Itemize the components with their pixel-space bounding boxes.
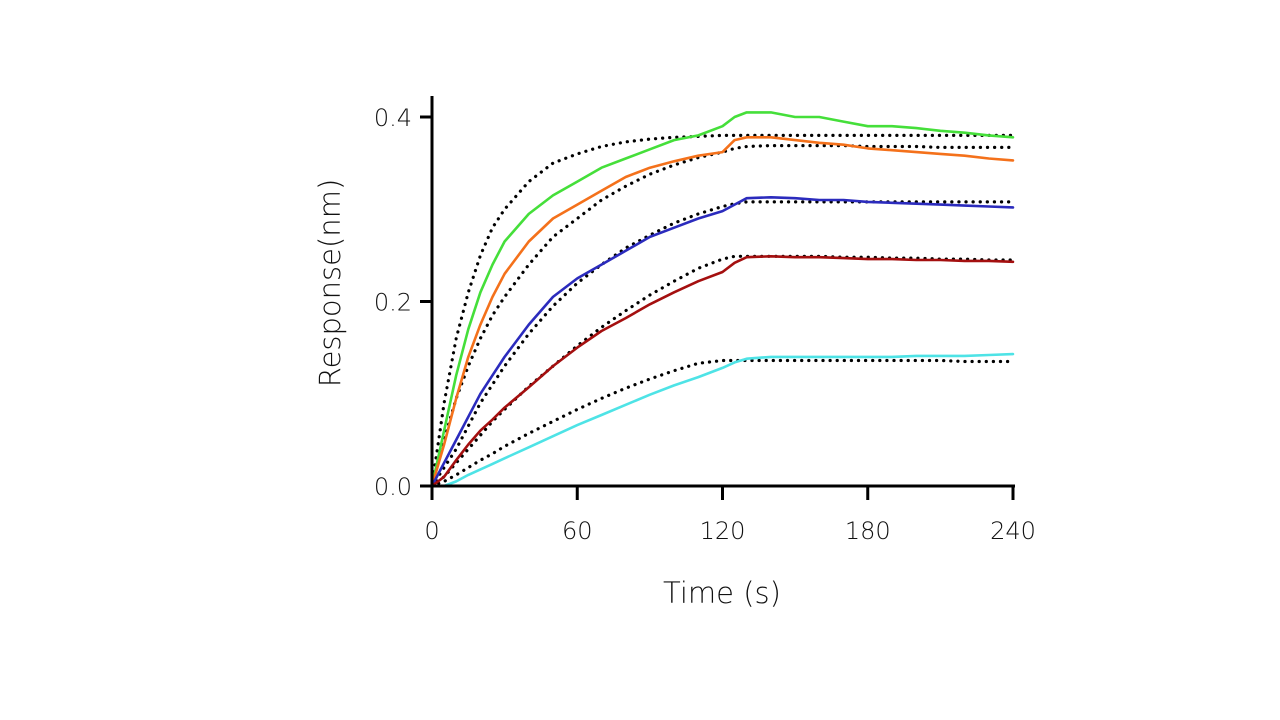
y-tick-label: 0.4: [374, 104, 412, 132]
x-tick-label: 240: [990, 517, 1036, 545]
x-axis-title: Time (s): [663, 576, 781, 610]
data-curves: [430, 111, 1015, 488]
y-tick-label: 0.0: [374, 473, 412, 501]
data-curve-3: [430, 196, 1015, 488]
fit-curve-1: [430, 133, 1015, 488]
y-axis-ticks: 0.0 0.2 0.4: [374, 104, 432, 501]
fit-curve-2: [430, 144, 1015, 488]
x-tick-label: 60: [562, 517, 593, 545]
fit-curve-3: [430, 200, 1015, 488]
data-curve-1: [430, 111, 1015, 488]
data-curve-4: [430, 255, 1015, 488]
y-tick-label: 0.2: [374, 289, 412, 317]
fit-curve-5: [430, 358, 1015, 488]
x-tick-label: 180: [845, 517, 891, 545]
x-tick-label: 120: [700, 517, 746, 545]
fit-curve-4: [430, 254, 1015, 488]
data-curve-5: [430, 352, 1015, 488]
x-axis-ticks: 0 60 120 180 240: [424, 486, 1036, 545]
x-tick-label: 0: [424, 517, 439, 545]
data-curve-2: [430, 136, 1015, 488]
y-axis-title: Response(nm): [313, 179, 347, 388]
fit-curves: [430, 133, 1015, 488]
